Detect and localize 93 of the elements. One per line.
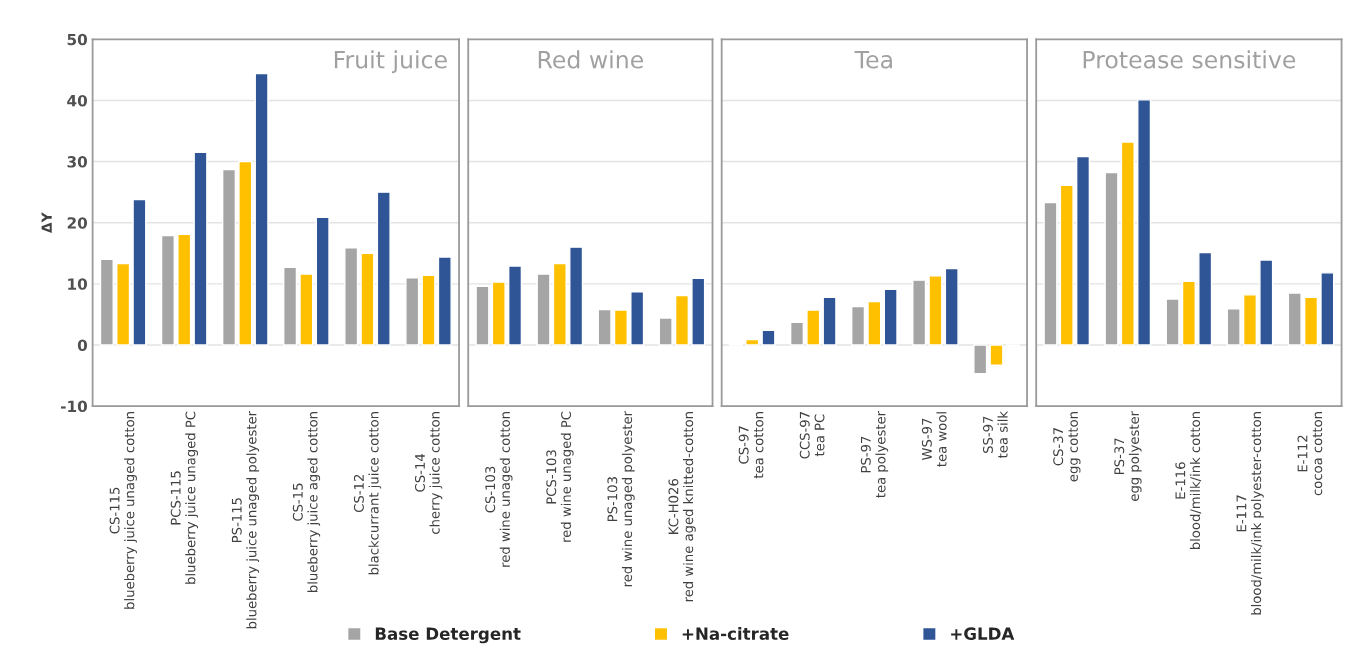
bar: [674, 294, 690, 346]
bar: [315, 216, 330, 346]
x-tick-label: PS-103 red wine unaged polyester: [607, 410, 635, 587]
x-tick-label: CS-103 red wine unaged cotton: [485, 412, 513, 567]
x-tick-label: PS-37 egg polyester: [1114, 410, 1142, 501]
bar: [491, 281, 506, 346]
bar: [254, 72, 269, 346]
x-tick-label: PCS-103 red wine unaged PC: [546, 411, 574, 542]
bar: [360, 252, 375, 346]
bar: [806, 309, 821, 346]
x-tick-label: CS-15 blueberry juice aged cotton: [292, 412, 321, 592]
y-tick-label: 10: [68, 278, 88, 290]
bar: [944, 267, 959, 346]
bar: [630, 291, 645, 346]
x-tick-label: CS-97 tea cotton: [738, 412, 764, 479]
chart-title: Protease sensitive: [1083, 50, 1296, 69]
bar: [851, 305, 866, 346]
bar: [1059, 184, 1074, 346]
bar: [1137, 99, 1152, 346]
bar: [973, 344, 988, 375]
chart-title: Red wine: [538, 50, 643, 69]
bar: [132, 198, 147, 346]
y-tick-label: 0: [77, 339, 88, 351]
y-axis-title: ΔY: [41, 212, 52, 234]
x-tick-label: CCS-97 tea PC: [799, 412, 825, 459]
bar: [1104, 171, 1119, 346]
bar: [691, 277, 706, 346]
x-tick-label: CS-12 blackcurrant juice cotton: [353, 412, 382, 575]
y-tick-label: 20: [67, 217, 88, 229]
bar: [822, 296, 837, 346]
bar: [283, 266, 298, 346]
x-tick-label: E-116 blood/milk/ink cotton: [1175, 412, 1202, 550]
bar: [475, 285, 490, 346]
chart-title: Fruit juice: [334, 50, 447, 74]
bar: [761, 329, 776, 346]
bar: [928, 275, 943, 346]
bar: [912, 279, 927, 346]
x-tick-label: E-117 blood/milk/ink polyester-cotton: [1236, 412, 1264, 615]
x-tick-label: CS-115 blueberry juice unaged cotton: [109, 412, 137, 609]
bar: [299, 273, 314, 346]
bar: [507, 265, 523, 346]
bar: [658, 317, 673, 346]
x-tick-label: CS-37 egg cotton: [1053, 412, 1081, 482]
bar: [193, 151, 208, 346]
bar: [238, 160, 253, 346]
bar: [1242, 294, 1258, 346]
bar: [569, 246, 584, 346]
y-tick-label: 40: [67, 94, 88, 107]
bar: [536, 273, 551, 346]
bar: [1165, 298, 1180, 346]
bar: [344, 247, 359, 346]
bar: [867, 300, 882, 346]
bar: [597, 308, 612, 346]
bar: [1226, 308, 1241, 346]
bar: [1303, 296, 1319, 346]
x-tick-label: WS-97 tea wool: [921, 412, 947, 467]
y-tick-label: -10: [60, 400, 88, 413]
bar: [221, 168, 237, 346]
bar: [1198, 251, 1213, 346]
bar: [405, 277, 420, 346]
legend-label: Base Detergent: [375, 627, 521, 644]
x-tick-label: CS-14 cherry juice cotton: [414, 412, 443, 534]
bar: [99, 258, 114, 346]
bar: [1181, 280, 1196, 346]
bar: [883, 288, 898, 346]
bar: [1287, 292, 1302, 346]
y-tick-label: 30: [67, 156, 88, 168]
bar: [421, 274, 436, 346]
x-tick-label: PS-115 blueberry juice unaged polyester: [231, 410, 260, 629]
x-tick-label: SS-97 tea silk: [982, 411, 1008, 459]
bar: [376, 191, 391, 346]
bar: [1320, 272, 1335, 346]
bar: [1120, 141, 1135, 346]
bar: [613, 309, 628, 346]
legend-label: +GLDA: [951, 627, 1015, 640]
bar: [745, 338, 760, 346]
bar: [989, 344, 1004, 366]
bar: [1259, 259, 1274, 346]
chart-title: Tea: [854, 51, 892, 69]
x-tick-label: E-112 cocoa cotton: [1297, 412, 1323, 496]
bar: [177, 233, 192, 346]
legend-label: +Na-citrate: [682, 627, 789, 640]
x-tick-label: KC-H026 red wine aged knitted-cotton: [668, 412, 696, 602]
bar: [437, 256, 452, 346]
bar: [116, 262, 131, 346]
bar: [552, 262, 567, 346]
y-tick-label: 50: [67, 33, 88, 46]
x-tick-label: PCS-115 blueberry juice unaged PC: [170, 411, 198, 584]
bar: [1043, 201, 1058, 346]
bar: [789, 321, 805, 346]
bar: [160, 234, 175, 346]
bar: [1075, 155, 1091, 346]
x-tick-label: PS-97 tea polyester: [860, 410, 889, 498]
